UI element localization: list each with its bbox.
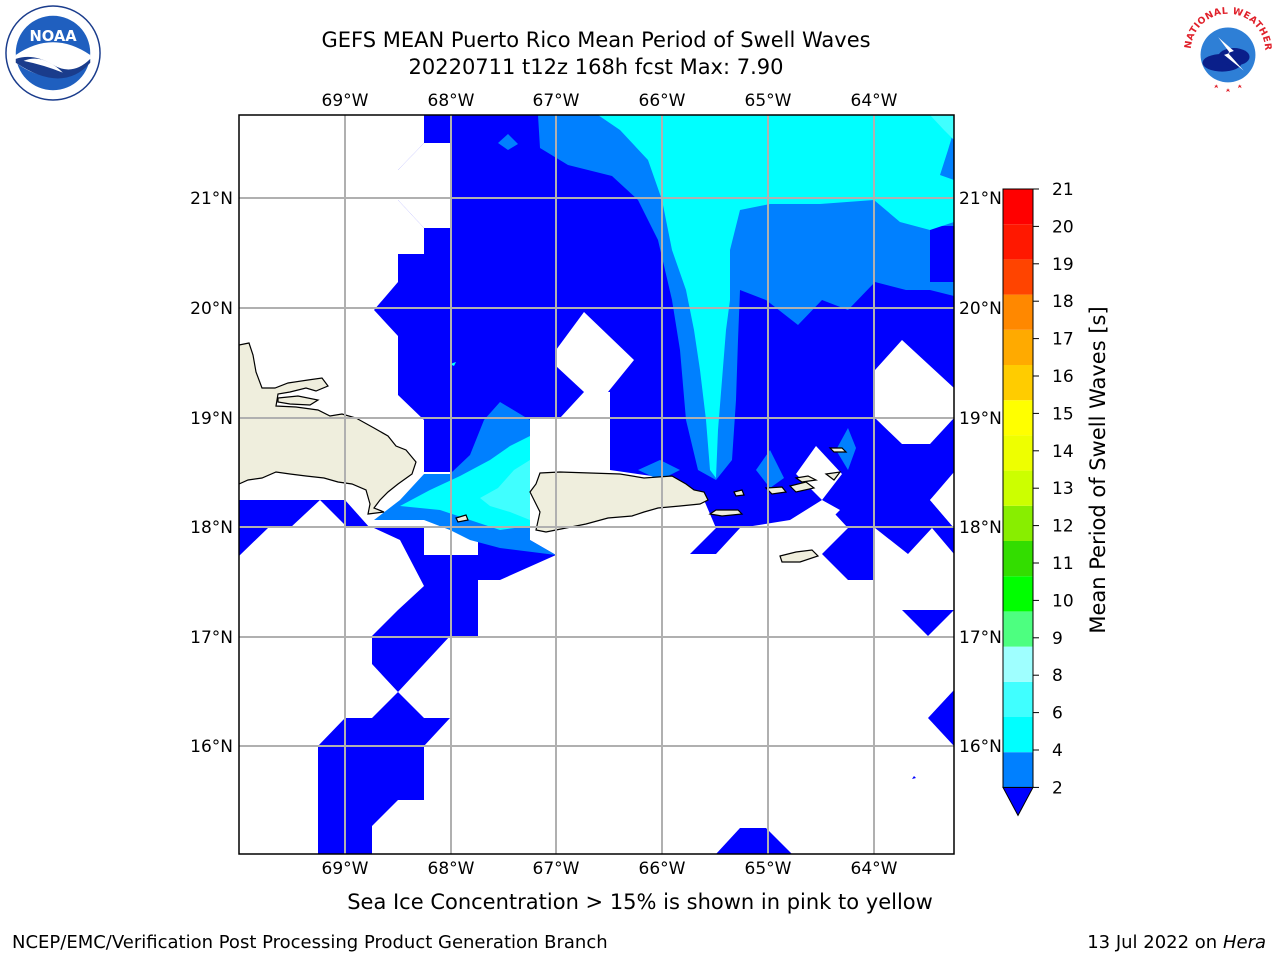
colorbar-swatch bbox=[1003, 646, 1033, 682]
colorbar-swatch bbox=[1003, 435, 1033, 471]
lon-labels-top: 69°W 68°W 67°W 66°W 65°W 64°W bbox=[322, 91, 898, 111]
lat-label-right: 19°N bbox=[959, 409, 1002, 429]
colorbar-tick-label: 6 bbox=[1052, 704, 1063, 724]
colorbar-swatch bbox=[1003, 294, 1033, 330]
colorbar-swatch bbox=[1003, 189, 1033, 225]
map-frame bbox=[238, 114, 955, 855]
colorbar-tick-label: 2 bbox=[1052, 778, 1063, 798]
lat-label-left: 19°N bbox=[190, 409, 233, 429]
lat-label-right: 16°N bbox=[959, 737, 1002, 757]
lat-labels-right: 21°N 20°N 19°N 18°N 17°N 16°N bbox=[959, 189, 1002, 757]
lon-label-bottom: 64°W bbox=[851, 859, 898, 879]
land-hispaniola bbox=[239, 342, 417, 515]
lat-label-right: 18°N bbox=[959, 518, 1002, 538]
colorbar-swatch bbox=[1003, 259, 1033, 295]
nws-logo: NATIONAL WEATHER SERVICE bbox=[1178, 2, 1274, 99]
colorbar-swatch bbox=[1003, 505, 1033, 541]
colorbar-swatch bbox=[1003, 365, 1033, 401]
colorbar-swatch bbox=[1003, 224, 1033, 260]
colorbar-swatch bbox=[1003, 717, 1033, 753]
footer-date: 13 Jul 2022 on Hera bbox=[1087, 932, 1266, 953]
footer-host: Hera bbox=[1222, 932, 1266, 953]
colorbar-tick-label: 18 bbox=[1052, 292, 1074, 312]
footer-credit: NCEP/EMC/Verification Post Processing Pr… bbox=[12, 932, 608, 953]
lon-label-top: 68°W bbox=[428, 91, 475, 111]
lat-label-left: 17°N bbox=[190, 628, 233, 648]
swell-period-6-8-inner-fill bbox=[480, 115, 954, 520]
lon-label-bottom: 68°W bbox=[428, 859, 475, 879]
colorbar-tick-label: 8 bbox=[1052, 666, 1063, 686]
lat-label-right: 17°N bbox=[959, 628, 1002, 648]
lon-label-bottom: 65°W bbox=[745, 859, 792, 879]
lon-label-top: 64°W bbox=[851, 91, 898, 111]
colorbar-tick-label: 10 bbox=[1052, 591, 1074, 611]
caption: Sea Ice Concentration > 15% is shown in … bbox=[347, 890, 933, 914]
colorbar-swatch bbox=[1003, 541, 1033, 577]
colorbar-tick-label: 9 bbox=[1052, 629, 1063, 649]
lat-label-left: 16°N bbox=[190, 737, 233, 757]
lon-label-bottom: 67°W bbox=[533, 859, 580, 879]
chart-subtitle: 20220711 t12z 168h fcst Max: 7.90 bbox=[408, 55, 784, 79]
colorbar-tick-label: 21 bbox=[1052, 180, 1074, 200]
lon-label-bottom: 66°W bbox=[639, 859, 686, 879]
lon-label-bottom: 69°W bbox=[322, 859, 369, 879]
colorbar-swatch bbox=[1003, 611, 1033, 647]
noaa-logo: NOAA bbox=[5, 5, 101, 101]
colorbar: 2 4 6 8 9 10 11 12 13 14 15 16 17 18 19 20 21 bbox=[1002, 180, 1074, 817]
colorbar-tick-label: 15 bbox=[1052, 404, 1074, 424]
map-plot-area bbox=[239, 115, 954, 854]
colorbar-tick-label: 11 bbox=[1052, 554, 1074, 574]
lon-label-top: 65°W bbox=[745, 91, 792, 111]
colorbar-tick-label: 4 bbox=[1052, 741, 1063, 761]
colorbar-swatch bbox=[1003, 470, 1033, 506]
colorbar-label: Mean Period of Swell Waves [s] bbox=[1086, 306, 1110, 633]
chart-title: GEFS MEAN Puerto Rico Mean Period of Swe… bbox=[321, 28, 871, 52]
lon-label-top: 66°W bbox=[639, 91, 686, 111]
colorbar-swatch bbox=[1003, 400, 1033, 436]
colorbar-tick-label: 16 bbox=[1052, 367, 1074, 387]
lat-label-left: 18°N bbox=[190, 518, 233, 538]
colorbar-swatch bbox=[1003, 681, 1033, 717]
lat-label-right: 20°N bbox=[959, 299, 1002, 319]
colorbar-tick-label: 14 bbox=[1052, 442, 1074, 462]
colorbar-swatch bbox=[1003, 329, 1033, 365]
lat-labels-left: 21°N 20°N 19°N 18°N 17°N 16°N bbox=[190, 189, 233, 757]
graticule bbox=[239, 115, 954, 854]
colorbar-tick-label: 19 bbox=[1052, 255, 1074, 275]
lon-label-top: 67°W bbox=[533, 91, 580, 111]
lat-label-left: 20°N bbox=[190, 299, 233, 319]
colorbar-swatch bbox=[1003, 576, 1033, 612]
lon-label-top: 69°W bbox=[322, 91, 369, 111]
land-puerto-rico bbox=[455, 447, 848, 563]
lon-labels-bottom: 69°W 68°W 67°W 66°W 65°W 64°W bbox=[322, 859, 898, 879]
footer-date-text: 13 Jul 2022 on bbox=[1087, 932, 1223, 953]
colorbar-swatch bbox=[1003, 752, 1033, 788]
colorbar-extend-triangle bbox=[1002, 786, 1034, 817]
colorbar-tick-label: 13 bbox=[1052, 479, 1074, 499]
colorbar-tick-label: 12 bbox=[1052, 517, 1074, 537]
colorbar-tick-label: 20 bbox=[1052, 217, 1074, 237]
lat-label-right: 21°N bbox=[959, 189, 1002, 209]
colorbar-tick-label: 17 bbox=[1052, 330, 1074, 350]
noaa-logo-text: NOAA bbox=[29, 28, 77, 45]
lat-label-left: 21°N bbox=[190, 189, 233, 209]
